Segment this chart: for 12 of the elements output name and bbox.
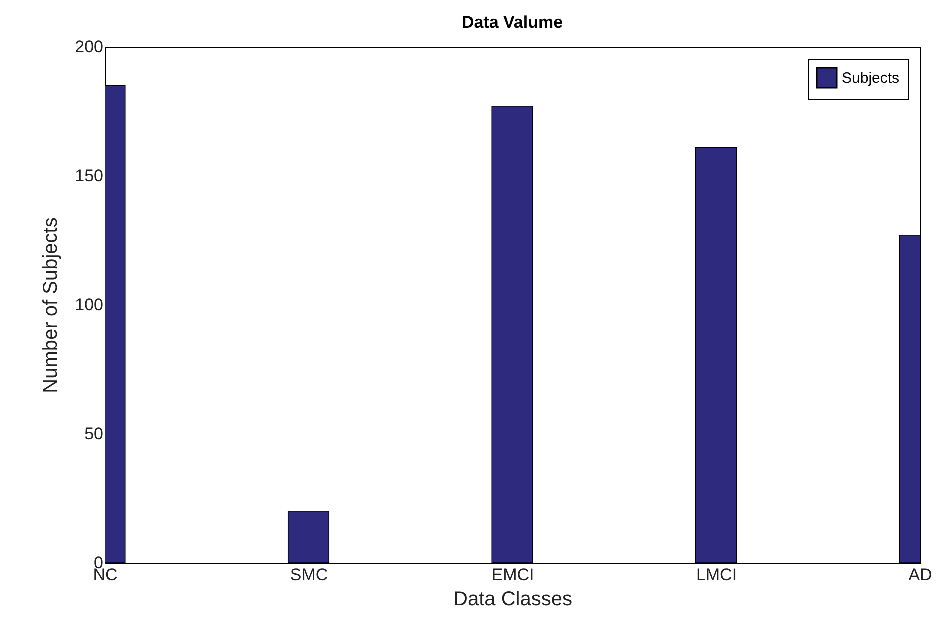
y-tick-label: 100: [75, 296, 104, 314]
x-axis-title: Data Classes: [454, 588, 572, 610]
x-tick-label: SMC: [290, 566, 328, 584]
legend-label: Subjects: [842, 70, 900, 87]
y-axis-title: Number of Subjects: [40, 218, 62, 394]
chart-title: Data Valume: [462, 13, 564, 32]
y-tick-label: 200: [75, 38, 104, 56]
x-tick-label: AD: [908, 566, 932, 584]
x-tick-label: LMCI: [696, 566, 738, 584]
y-tick-label: 50: [84, 424, 104, 444]
y-tick-label: 150: [75, 166, 104, 186]
x-tick-label: EMCI: [492, 566, 534, 584]
